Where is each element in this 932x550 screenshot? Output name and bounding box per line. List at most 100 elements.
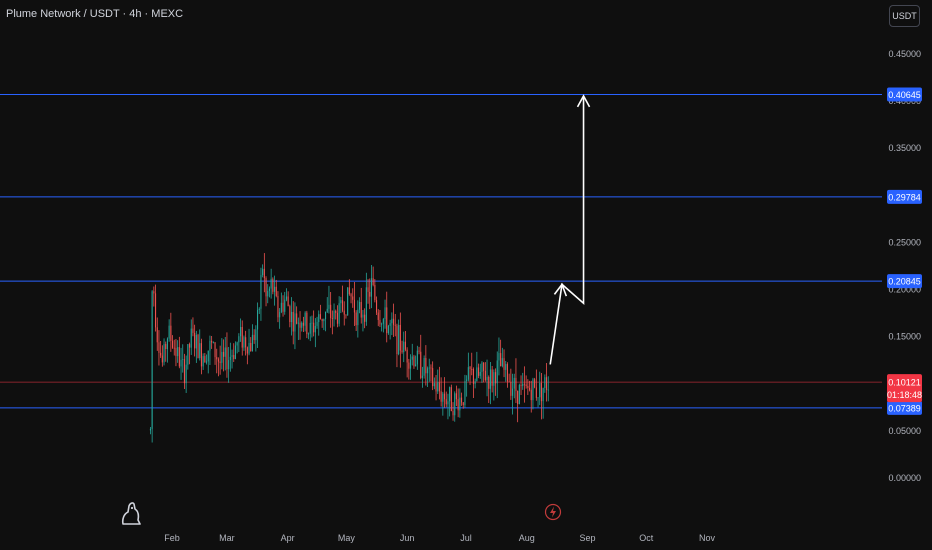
candle-body [535, 387, 537, 398]
candle-body [268, 288, 270, 291]
level-price-badge [887, 189, 922, 204]
candle-body [352, 296, 354, 300]
candle-body [272, 278, 274, 292]
candle-body [452, 410, 454, 416]
candle-body [347, 287, 349, 316]
candle-body [217, 359, 219, 362]
candle-body [447, 401, 449, 405]
candle-body [540, 382, 542, 402]
candle-body [454, 393, 456, 416]
candle-body [165, 344, 167, 350]
candle-body [455, 393, 457, 400]
candle-body [476, 367, 478, 382]
candle-body [435, 383, 437, 392]
level-price-badge-label: 0.20845 [888, 277, 921, 287]
candle-body [273, 286, 276, 292]
candle-body [409, 359, 412, 369]
candle-body [296, 313, 298, 324]
candle-body [284, 299, 286, 312]
candle-body [443, 393, 446, 400]
candle-body [246, 347, 248, 354]
candle-body [420, 351, 422, 378]
candle-body [398, 324, 400, 355]
candle-body [149, 428, 151, 431]
candle-body [173, 347, 175, 349]
candle-body [205, 361, 208, 363]
candle-body [166, 338, 168, 350]
candle-body [367, 287, 369, 292]
candle-body [226, 347, 228, 370]
candles [149, 253, 549, 443]
candle-body [503, 358, 505, 370]
candle-body [547, 389, 549, 391]
candle-body [523, 383, 525, 385]
candle-body [158, 342, 160, 353]
y-tick-label: 0.00000 [888, 473, 921, 483]
candle-body [404, 341, 406, 350]
candle-body [357, 309, 359, 326]
candle-body [426, 368, 429, 374]
y-tick-label: 0.45000 [888, 49, 921, 59]
chart-title: Plume Network / USDT · 4h · MEXC [6, 8, 184, 20]
level-price-badge-label: 0.07389 [888, 403, 921, 413]
candle-body [324, 311, 327, 320]
x-tick-label: Sep [579, 533, 595, 543]
x-tick-label: Feb [164, 533, 180, 543]
price-badges: 0.40645 0.29784 0.20845 0.07389 0.10121 01:18… [887, 87, 922, 415]
time-axis[interactable]: Feb Mar Apr May Jun Jul Aug Sep Oct Nov [164, 533, 715, 543]
candle-body [462, 402, 464, 406]
candle-body [471, 368, 473, 370]
tradingview-logo-icon[interactable] [120, 500, 142, 526]
candle-body [437, 382, 439, 392]
candle-body [302, 322, 304, 326]
candle-body [498, 353, 500, 361]
x-tick-label: Nov [699, 533, 716, 543]
candle-body [418, 350, 420, 352]
candle-body [518, 385, 520, 405]
candle-body [382, 319, 384, 324]
candle-body [204, 356, 206, 363]
candle-body [493, 372, 495, 386]
candle-body [542, 388, 544, 402]
candle-body [154, 293, 157, 328]
candle-body [522, 383, 524, 387]
candle-body [343, 310, 345, 315]
candle-body [301, 322, 303, 328]
candle-body [467, 367, 469, 380]
candle-body [229, 356, 231, 361]
candle-body [236, 342, 238, 346]
candle-body [285, 296, 287, 300]
x-tick-label: Mar [219, 533, 235, 543]
candle-body [408, 362, 410, 369]
candle-body [168, 325, 170, 339]
candle-body [212, 342, 214, 344]
candle-body [384, 307, 386, 320]
candle-body [474, 381, 476, 384]
candle-body [180, 359, 182, 367]
candle-body [216, 357, 218, 360]
currency-button[interactable]: USDT [889, 5, 920, 27]
candle-body [241, 327, 243, 348]
candle-body [494, 372, 497, 384]
candle-body [379, 319, 381, 325]
bar-countdown-label: 01:18:48 [887, 390, 922, 400]
candle-body [175, 347, 177, 357]
candle-body [316, 322, 318, 326]
current-price-label: 0.10121 [888, 378, 921, 388]
candle-body [483, 362, 485, 371]
candle-body [389, 323, 391, 326]
candle-body [528, 388, 531, 390]
candle-body [500, 353, 502, 367]
candle-body [534, 379, 536, 388]
lightning-events-icon[interactable] [544, 503, 562, 521]
candle-body [545, 377, 548, 390]
x-tick-label: Oct [639, 533, 654, 543]
candle-body [311, 322, 313, 324]
price-axis[interactable]: 0.450000.400000.350000.300000.250000.200… [888, 49, 921, 483]
candle-body [336, 312, 338, 324]
candle-body [258, 308, 260, 310]
candle-body [234, 345, 236, 360]
candle-body [190, 328, 192, 348]
x-tick-label: Apr [281, 533, 295, 543]
